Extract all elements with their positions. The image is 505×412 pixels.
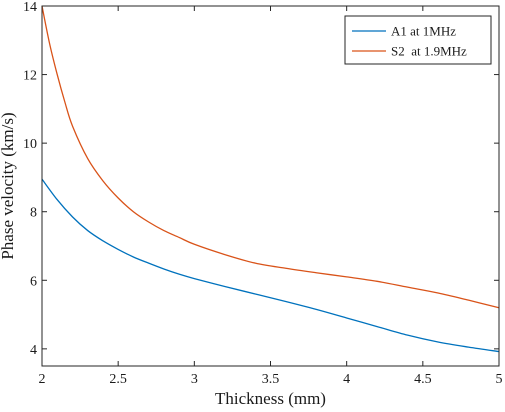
series-line-a1 <box>41 178 500 353</box>
y-axis-title: Phase velocity (km/s) <box>0 112 17 259</box>
ticks-layer: 2 2.5 3 3.5 4 4.5 5 4 6 8 10 12 14 <box>23 0 503 387</box>
x-tick-label: 4 <box>343 372 350 387</box>
series-layer <box>41 5 500 353</box>
y-tick-label: 6 <box>30 274 37 289</box>
series-line-s2 <box>41 5 500 309</box>
x-tick-label: 3.5 <box>262 372 280 387</box>
y-tick-label: 10 <box>23 137 37 152</box>
y-tick-label: 8 <box>30 206 37 221</box>
legend-box <box>344 15 492 65</box>
x-axis-title: Thickness (mm) <box>215 389 326 408</box>
legend-label-s2: S2 at 1.9MHz <box>391 44 467 59</box>
y-tick-label: 14 <box>23 0 37 15</box>
y-tick-label: 4 <box>30 343 37 358</box>
x-tick-label: 2 <box>39 372 46 387</box>
legend-label-a1: A1 at 1MHz <box>391 24 456 39</box>
legend: A1 at 1MHz S2 at 1.9MHz <box>344 15 492 65</box>
y-tick-label: 12 <box>23 69 37 84</box>
x-tick-label: 3 <box>191 372 198 387</box>
x-tick-label: 4.5 <box>414 372 432 387</box>
x-tick-label: 2.5 <box>109 372 127 387</box>
x-tick-label: 5 <box>496 372 503 387</box>
